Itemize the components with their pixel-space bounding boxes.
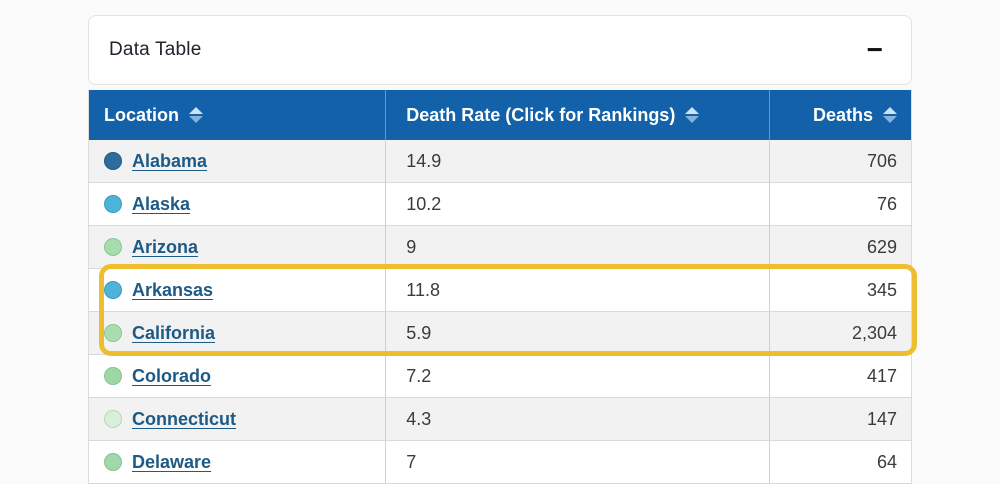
death-rate-cell: 11.8 <box>385 269 769 311</box>
state-dot-icon <box>104 152 122 170</box>
state-link[interactable]: Arkansas <box>132 279 214 300</box>
location-cell: Connecticut <box>89 398 385 440</box>
minus-icon: − <box>866 34 883 65</box>
location-cell: Arizona <box>89 226 385 268</box>
panel-title: Data Table <box>109 39 202 60</box>
death-rate-cell: 7 <box>385 441 769 483</box>
sort-icon <box>189 107 203 123</box>
table-row: Alabama 14.9 706 <box>89 140 911 183</box>
death-rate-cell: 5.9 <box>385 312 769 354</box>
column-header-location-label: Location <box>104 104 179 125</box>
state-link[interactable]: Alabama <box>132 150 208 171</box>
deaths-cell: 64 <box>769 441 911 483</box>
deaths-cell: 76 <box>769 183 911 225</box>
death-rate-cell: 14.9 <box>385 140 769 182</box>
column-header-death-rate[interactable]: Death Rate (Click for Rankings) <box>385 90 769 140</box>
state-dot-icon <box>104 410 122 428</box>
state-dot-icon <box>104 367 122 385</box>
table-row: Alaska 10.2 76 <box>89 183 911 226</box>
deaths-cell: 345 <box>769 269 911 311</box>
table-row: Arizona 9 629 <box>89 226 911 269</box>
deaths-cell: 629 <box>769 226 911 268</box>
column-header-death-rate-label: Death Rate (Click for Rankings) <box>406 104 676 125</box>
table-header-row: Location Death Rate (Click for Rankings)… <box>89 90 911 140</box>
location-cell: Colorado <box>89 355 385 397</box>
sort-icon <box>883 107 897 123</box>
table-row: Delaware 7 64 <box>89 441 911 484</box>
sort-icon <box>685 107 700 123</box>
state-link[interactable]: Connecticut <box>132 408 237 429</box>
state-dot-icon <box>104 195 122 213</box>
column-header-deaths[interactable]: Deaths <box>769 90 911 140</box>
death-rate-cell: 4.3 <box>385 398 769 440</box>
death-rate-cell: 9 <box>385 226 769 268</box>
state-link[interactable]: Arizona <box>132 236 199 257</box>
table-row: California 5.9 2,304 <box>89 312 911 355</box>
column-header-deaths-label: Deaths <box>812 104 873 125</box>
death-rate-cell: 7.2 <box>385 355 769 397</box>
column-header-location[interactable]: Location <box>89 90 385 140</box>
table-body: Alabama 14.9 706 Alaska 10.2 76 Arizona … <box>89 140 911 484</box>
death-rate-cell: 10.2 <box>385 183 769 225</box>
table-row: Colorado 7.2 417 <box>89 355 911 398</box>
state-link[interactable]: California <box>132 322 216 343</box>
data-table-widget: Data Table − Location Death Rate (Click … <box>88 15 917 484</box>
state-dot-icon <box>104 453 122 471</box>
deaths-cell: 2,304 <box>769 312 911 354</box>
deaths-cell: 706 <box>769 140 911 182</box>
state-dot-icon <box>104 281 122 299</box>
deaths-cell: 417 <box>769 355 911 397</box>
table-row: Connecticut 4.3 147 <box>89 398 911 441</box>
deaths-cell: 147 <box>769 398 911 440</box>
state-dot-icon <box>104 324 122 342</box>
location-cell: Arkansas <box>89 269 385 311</box>
data-table: Location Death Rate (Click for Rankings)… <box>88 90 912 484</box>
state-link[interactable]: Alaska <box>132 193 191 214</box>
state-dot-icon <box>104 238 122 256</box>
location-cell: Alaska <box>89 183 385 225</box>
table-row: Arkansas 11.8 345 <box>89 269 911 312</box>
collapse-button[interactable]: − <box>865 36 885 64</box>
panel-header: Data Table − <box>88 15 912 85</box>
state-link[interactable]: Delaware <box>132 451 212 472</box>
location-cell: California <box>89 312 385 354</box>
location-cell: Delaware <box>89 441 385 483</box>
state-link[interactable]: Colorado <box>132 365 211 386</box>
location-cell: Alabama <box>89 140 385 182</box>
